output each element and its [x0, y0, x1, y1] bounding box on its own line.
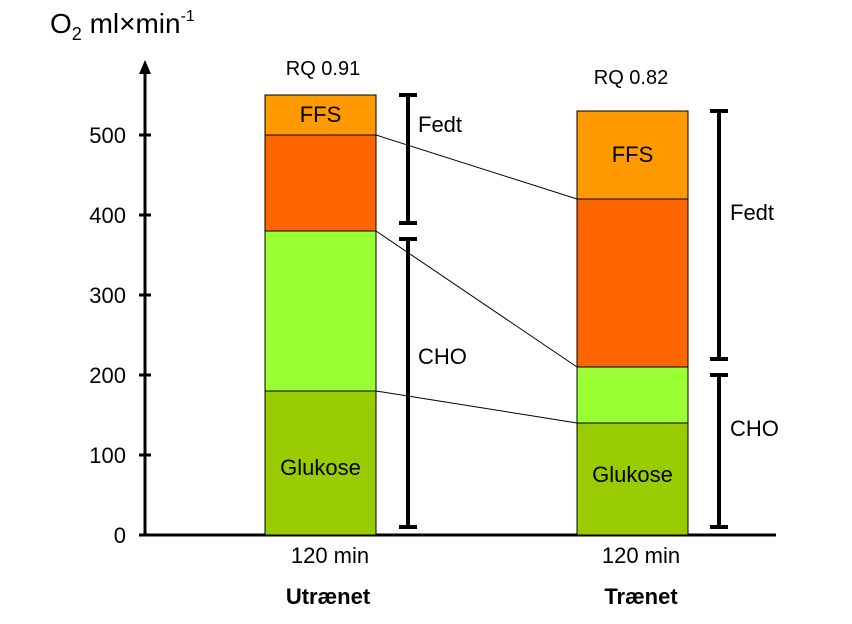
time-label: 120 min	[602, 543, 680, 568]
group-label: Trænet	[604, 584, 678, 609]
bars	[264, 94, 689, 536]
bracket-label: CHO	[418, 344, 467, 369]
y-tick-label: 100	[89, 443, 126, 468]
bar-segment	[264, 94, 377, 136]
bar-segment	[576, 422, 689, 536]
rq-label: RQ 0.91	[286, 58, 360, 80]
y-ticks: 0 100 200 300 400 500	[89, 123, 151, 548]
y-tick-label: 300	[89, 283, 126, 308]
bar-segment	[264, 230, 377, 392]
bar-segment	[576, 366, 689, 424]
y-axis-arrow	[139, 60, 151, 74]
bar-segment	[576, 110, 689, 200]
segment-label: FFS	[300, 102, 342, 127]
segment-label: FFS	[612, 142, 654, 167]
bracket-label: CHO	[730, 416, 779, 441]
y-tick-label: 500	[89, 123, 126, 148]
segment-label: Glukose	[280, 455, 361, 480]
time-label: 120 min	[291, 543, 369, 568]
brackets	[399, 93, 728, 529]
y-tick-label: 400	[89, 203, 126, 228]
rq-label: RQ 0.82	[594, 67, 668, 89]
bar-segment	[576, 198, 689, 368]
labels: Glukose FFS RQ 0.91 120 min Utrænet Fedt CHO Gl…	[280, 58, 779, 609]
y-tick-label: 0	[114, 523, 126, 548]
y-tick-label: 200	[89, 363, 126, 388]
y-axis-label: O2 ml×min-1	[50, 8, 195, 44]
bracket-label: Fedt	[730, 200, 774, 225]
group-label: Utrænet	[286, 584, 371, 609]
segment-label: Glukose	[592, 462, 673, 487]
bar-segment	[264, 390, 377, 536]
bracket-label: Fedt	[418, 112, 462, 137]
bar-segment	[264, 134, 377, 232]
